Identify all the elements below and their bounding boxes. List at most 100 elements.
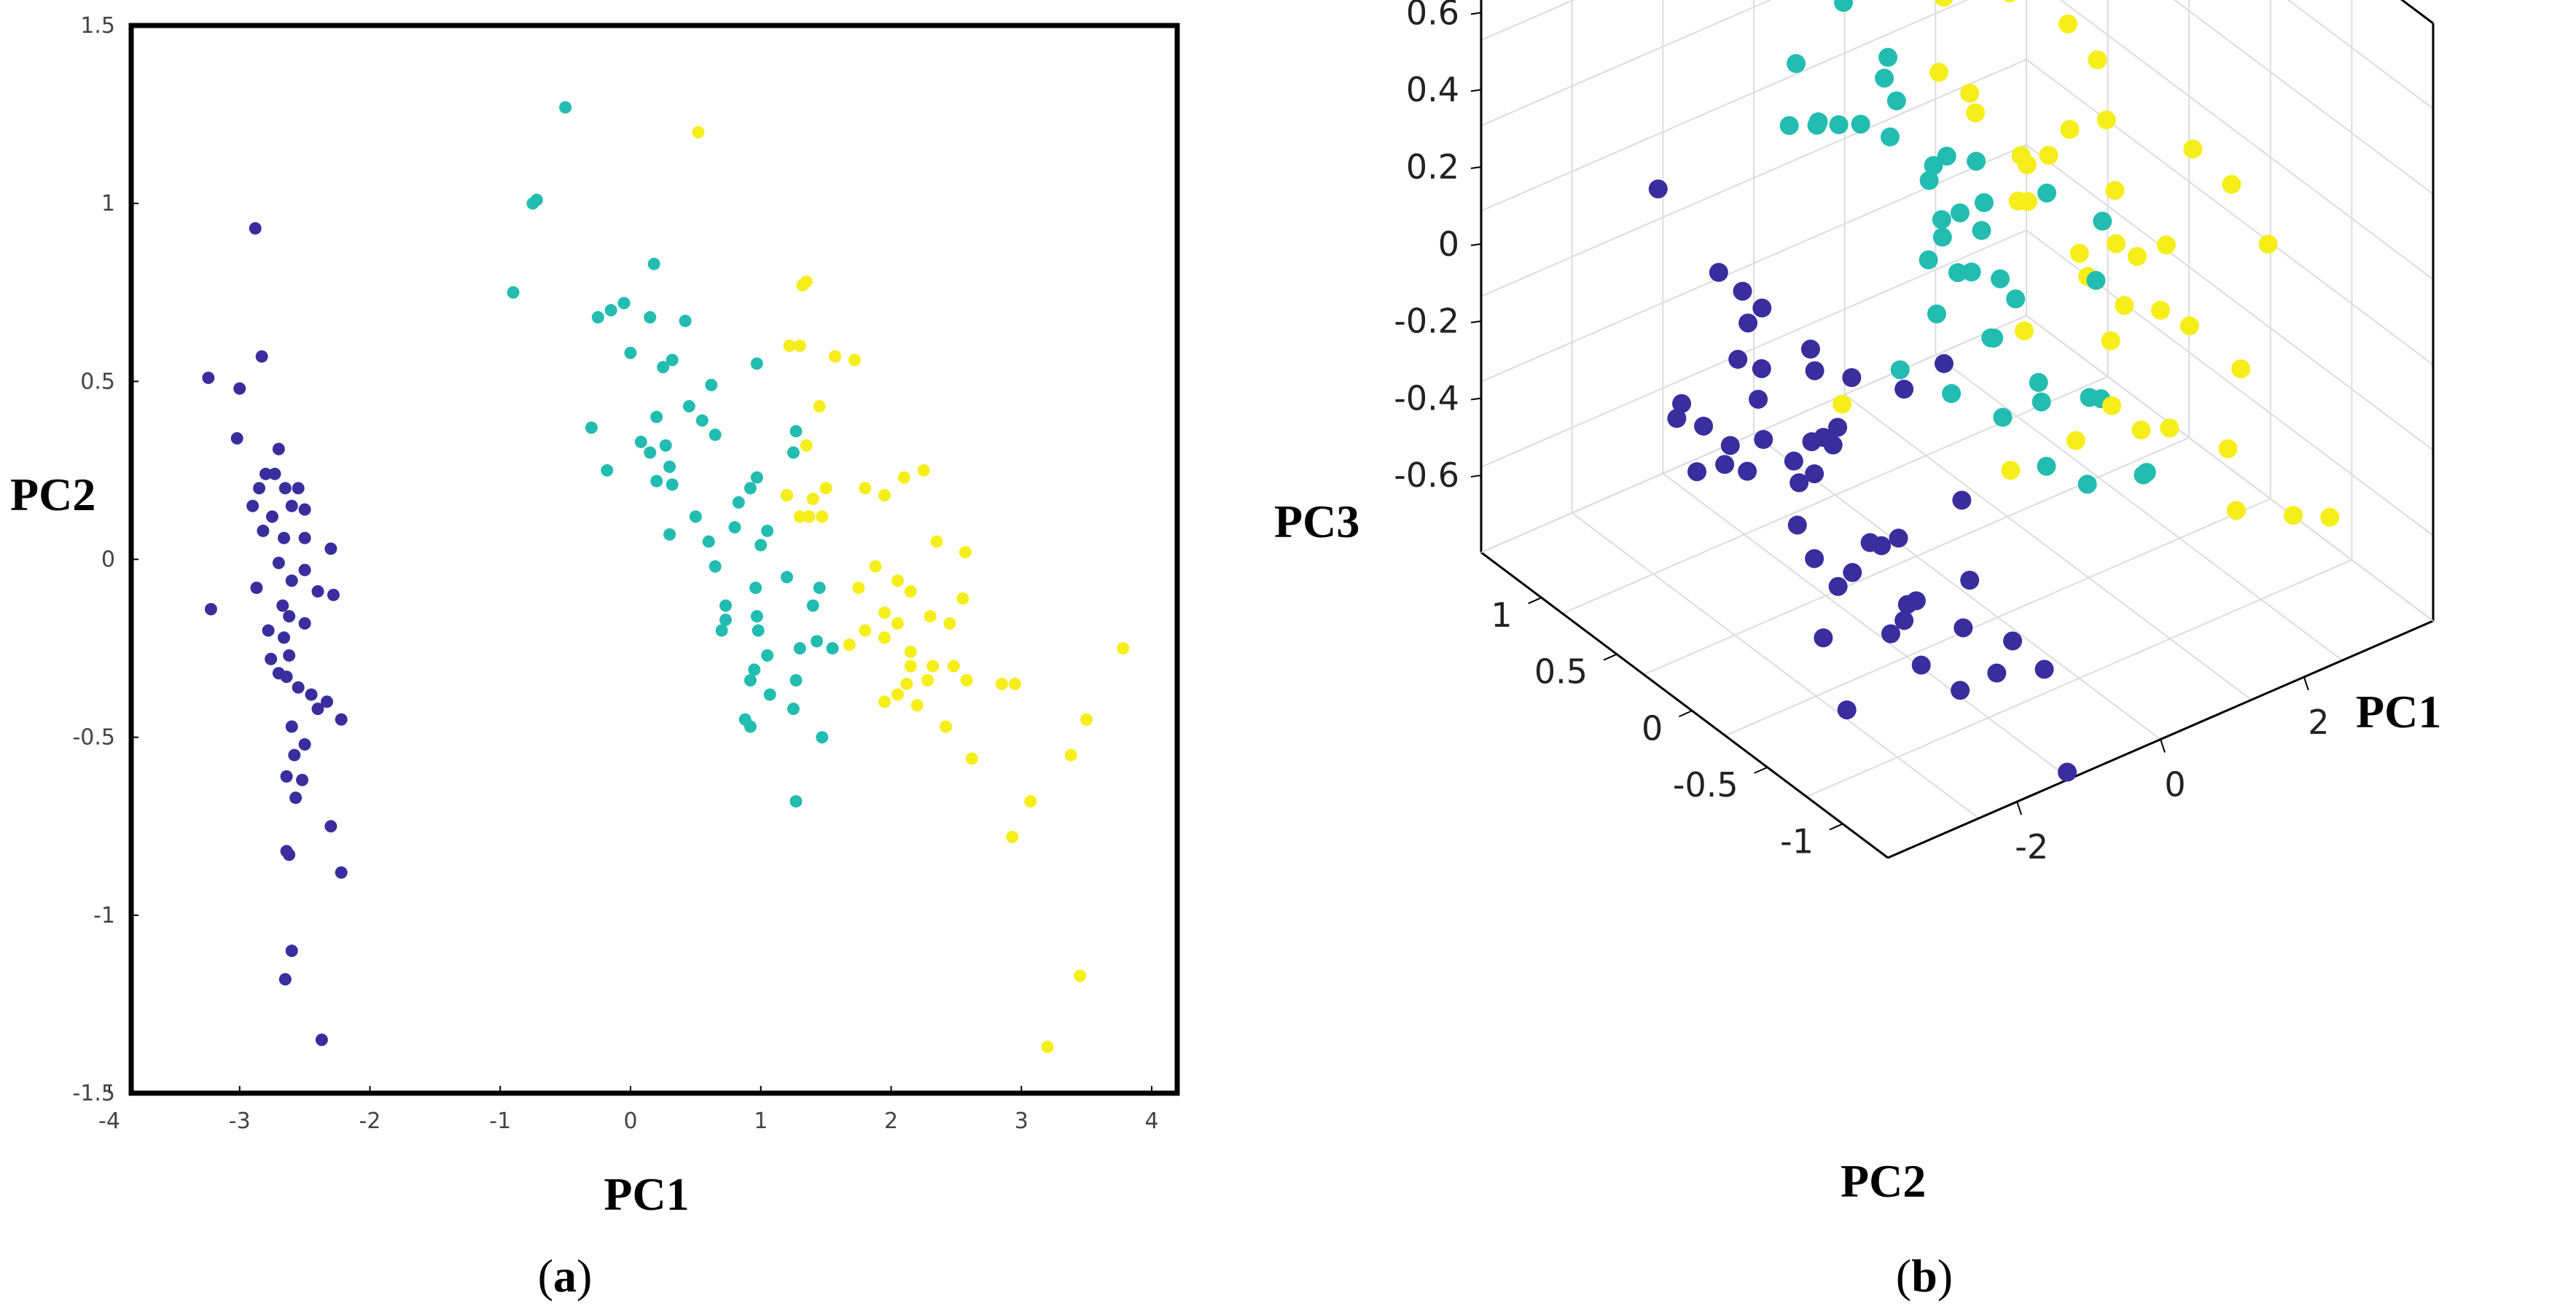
panel-a-point-class_b bbox=[657, 361, 670, 374]
panel-a-point-class_b bbox=[715, 624, 728, 637]
panel-a-point-class_c bbox=[878, 489, 891, 502]
panel-a-x-tick-label: -4 bbox=[98, 1108, 120, 1134]
panel-b-point-class_b bbox=[1962, 262, 1981, 282]
panel-a-x-tick-label: 4 bbox=[1144, 1108, 1158, 1134]
panel-b-point-class_a bbox=[1911, 655, 1931, 675]
panel-a-point-class_c bbox=[829, 350, 842, 363]
panel-b-x-tick-mark bbox=[2160, 739, 2166, 753]
panel-a-point-class_c bbox=[947, 660, 960, 673]
panel-a-point-class_b bbox=[732, 496, 745, 509]
panel-a-point-class_b bbox=[748, 663, 761, 676]
panel-b-point-class_c bbox=[1929, 63, 1948, 82]
panel-a-point-class_b bbox=[650, 474, 663, 488]
panel-a-point-class_c bbox=[995, 677, 1008, 690]
panel-a-point-class_c bbox=[900, 677, 913, 690]
panel-b-point-class_b bbox=[1851, 114, 1870, 134]
panel-a-point-class_b bbox=[689, 510, 702, 523]
panel-b-point-class_b bbox=[2086, 270, 2106, 290]
panel-b-point-class_c bbox=[2011, 146, 2031, 165]
panel-b-point-class_c bbox=[2160, 418, 2179, 438]
panel-b-point-class_c bbox=[1833, 394, 1852, 414]
panel-a-point-class_a bbox=[280, 670, 293, 684]
panel-b-caption-letter: b bbox=[1911, 1250, 1937, 1302]
panel-b-point-class_a bbox=[1960, 571, 1980, 590]
panel-a-point-class_a bbox=[292, 681, 305, 694]
panel-b-point-class_a bbox=[1828, 576, 1848, 596]
panel-b-z-tick-mark bbox=[1470, 474, 1482, 478]
panel-b-floor-grid-line bbox=[1753, 433, 2161, 740]
panel-a-point-class_c bbox=[783, 340, 796, 352]
panel-a-point-class_b bbox=[750, 357, 763, 370]
panel-a-point-class_b bbox=[617, 297, 631, 310]
panel-a-point-class_b bbox=[811, 635, 824, 648]
panel-b-point-class_b bbox=[2134, 465, 2153, 485]
panel-a-point-class_c bbox=[1024, 795, 1037, 808]
panel-b-ticks: 0.60.40.20-0.2-0.4-0.610.50-0.5-1 -202 bbox=[1394, 0, 2329, 867]
panel-a-point-class_a bbox=[324, 542, 337, 555]
panel-b-point-class_b bbox=[1981, 328, 2001, 348]
panel-a-caption-letter: a bbox=[553, 1250, 577, 1302]
panel-a-point-class_b bbox=[682, 400, 695, 413]
panel-a-point-class_b bbox=[793, 642, 806, 655]
panel-a-point-class_a bbox=[202, 371, 215, 384]
panel-b-point-class_c bbox=[1935, 0, 1954, 7]
panel-b-point-class_a bbox=[1814, 628, 1833, 648]
panel-b-x-tick-mark bbox=[2016, 801, 2023, 816]
panel-a-point-class_b bbox=[705, 378, 718, 391]
panel-b-point-class_a bbox=[1805, 549, 1824, 568]
panel-b-z-tick-label: 0.2 bbox=[1406, 147, 1459, 187]
panel-b-point-class_c bbox=[2058, 14, 2078, 34]
panel-a-point-class_b bbox=[695, 414, 709, 427]
panel-b-point-class_a bbox=[1648, 179, 1668, 199]
panel-b-point-class_a bbox=[1842, 368, 1862, 388]
panel-a-point-class_a bbox=[288, 748, 301, 762]
panel-a-point-class_a bbox=[321, 695, 334, 708]
panel-b-point-class_a bbox=[1951, 681, 1970, 700]
panel-a-point-class_a bbox=[283, 848, 296, 861]
panel-b-point-class_c bbox=[2015, 321, 2034, 340]
panel-a-point-class_c bbox=[800, 439, 813, 452]
panel-a-point-class_a bbox=[259, 467, 272, 480]
panel-b-z-tick-label: -0.4 bbox=[1394, 378, 1459, 418]
panel-a-point-class_b bbox=[743, 674, 757, 687]
panel-a-point-class_a bbox=[285, 499, 298, 512]
panel-a-point-class_b bbox=[702, 535, 715, 548]
panel-b-point-class_a bbox=[1709, 262, 1728, 282]
panel-b-point-class_b bbox=[2077, 474, 2097, 494]
panel-b-z-tick-mark bbox=[1470, 397, 1482, 401]
panel-b-point-class_c bbox=[2115, 296, 2134, 316]
panel-b-point-class_b bbox=[2093, 211, 2112, 231]
panel-b-point-class_a bbox=[1738, 461, 1757, 481]
panel-a-point-class_c bbox=[940, 720, 953, 733]
panel-a-point-class_a bbox=[278, 482, 292, 495]
panel-a-point-class_b bbox=[526, 197, 539, 210]
panel-a-point-class_a bbox=[255, 350, 268, 363]
panel-a-point-class_c bbox=[793, 340, 806, 352]
panel-b-wall-grid-line bbox=[2026, 144, 2434, 451]
panel-b-point-class_b bbox=[1787, 54, 1806, 74]
panel-b-point-class_a bbox=[1738, 313, 1758, 333]
panel-a-point-class_a bbox=[283, 649, 296, 662]
panel-b-point-class_a bbox=[1720, 436, 1740, 455]
panel-a-points bbox=[202, 101, 1130, 1054]
panel-b-point-class_c bbox=[2069, 243, 2089, 263]
panel-b-point-class_a bbox=[2034, 660, 2054, 679]
panel-a-point-class_b bbox=[743, 482, 757, 495]
panel-a-point-class_c bbox=[904, 645, 917, 658]
panel-a-point-class_c bbox=[1041, 1041, 1054, 1054]
panel-a-point-class_b bbox=[604, 304, 617, 317]
panel-b-point-class_b bbox=[1924, 156, 1943, 176]
panel-a-point-class_c bbox=[904, 584, 917, 598]
panel-b-y-tick-mark bbox=[1829, 823, 1843, 831]
panel-a-point-class_b bbox=[585, 421, 598, 434]
panel-a-point-class_a bbox=[335, 866, 348, 879]
panel-a-point-class_c bbox=[904, 660, 917, 673]
panel-b-point-class_b bbox=[1993, 407, 2013, 427]
panel-b-point-class_a bbox=[1894, 611, 1914, 630]
panel-b-floor-grid-line bbox=[1572, 512, 1980, 819]
panel-b-wall-grid-line bbox=[1480, 0, 1773, 127]
panel-b-point-class_b bbox=[2031, 392, 2051, 412]
panel-a-point-class_b bbox=[644, 446, 657, 459]
panel-b-point-class_a bbox=[1789, 473, 1809, 493]
panel-a-point-class_b bbox=[761, 524, 774, 537]
